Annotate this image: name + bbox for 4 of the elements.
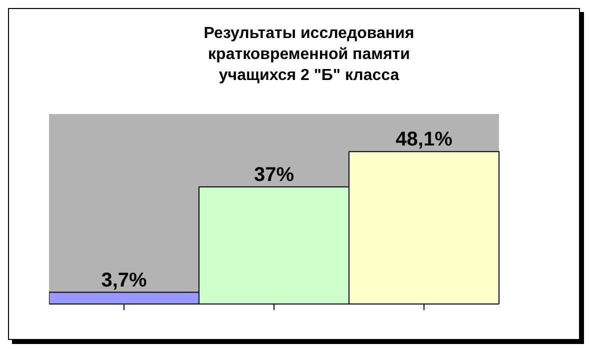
data-label: 48,1%: [396, 128, 453, 151]
data-label: 37%: [254, 164, 294, 186]
data-label: 3,7%: [101, 269, 148, 292]
chart-title: Результаты исследования кратковременной памяти учащихся 2 "Б" класса: [202, 24, 416, 86]
